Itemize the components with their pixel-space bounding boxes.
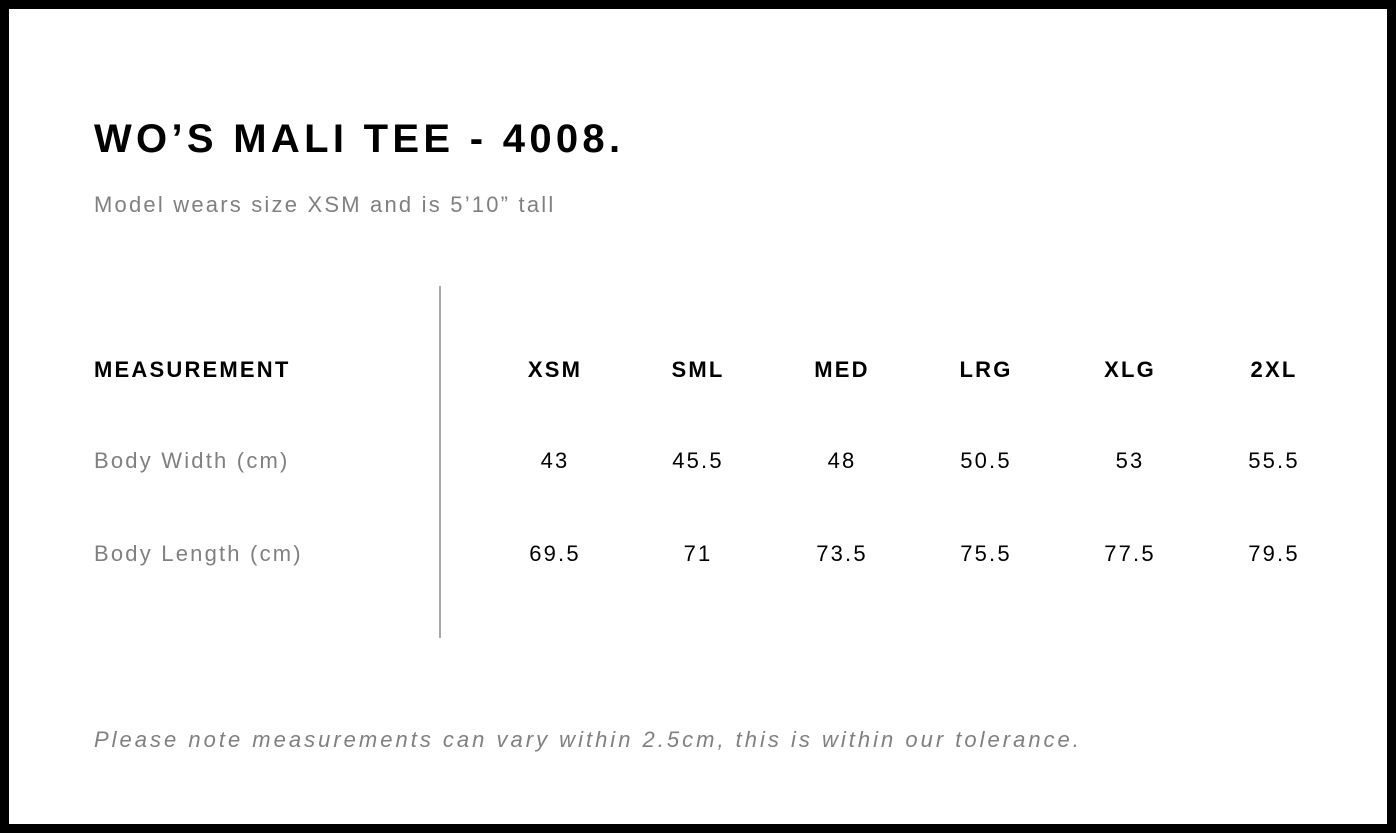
table-cell: 55.5 (1248, 448, 1300, 473)
table-header-size: XSM (527, 357, 583, 382)
table-cell: 75.5 (960, 541, 1012, 566)
table-header-size: LRG (959, 357, 1013, 382)
table-header-measurement: MEASUREMENT (94, 357, 291, 382)
table-cell: 79.5 (1248, 541, 1300, 566)
table-cell: 53 (1115, 448, 1145, 473)
table-header-size: MED (814, 357, 870, 382)
subtitle: Model wears size XSM and is 5’10” tall (94, 192, 556, 217)
table-cell: 48 (827, 448, 857, 473)
row-label: Body Width (cm) (94, 448, 290, 473)
table-header-size: SML (671, 357, 725, 382)
table-cell: 50.5 (960, 448, 1012, 473)
table-cell: 73.5 (816, 541, 868, 566)
size-chart-card: WO’S MALI TEE - 4008. Model wears size X… (9, 9, 1387, 824)
table-cell: 77.5 (1104, 541, 1156, 566)
table-cell: 43 (540, 448, 570, 473)
table-header-size: XLG (1104, 357, 1156, 382)
column-divider (439, 286, 441, 638)
row-label: Body Length (cm) (94, 541, 303, 566)
page-title: WO’S MALI TEE - 4008. (94, 117, 625, 161)
table-cell: 69.5 (529, 541, 581, 566)
table-cell: 45.5 (672, 448, 724, 473)
table-header-size: 2XL (1250, 357, 1298, 382)
tolerance-note: Please note measurements can vary within… (94, 727, 1082, 752)
table-cell: 71 (683, 541, 713, 566)
